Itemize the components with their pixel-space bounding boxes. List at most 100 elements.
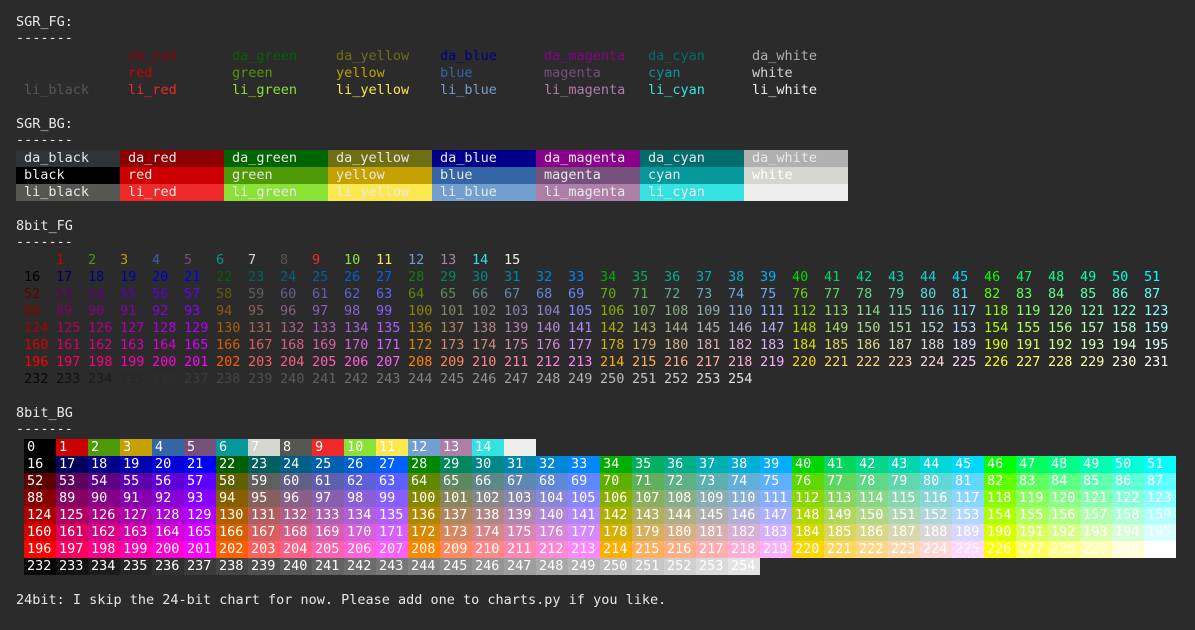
fg8-cell: 69 — [568, 286, 585, 302]
bg8-cell: 165 — [184, 524, 216, 541]
bg8-cell: 20 — [152, 456, 184, 473]
bg8-cell: 35 — [632, 456, 664, 473]
fg8-cell: 60 — [280, 286, 297, 302]
bg8-cell: 169 — [312, 524, 344, 541]
fg8-cell: 157 — [1080, 320, 1105, 336]
bg8-cell: 75 — [760, 473, 792, 490]
bg8-cell: 16 — [24, 456, 56, 473]
bg8-cell: 129 — [184, 507, 216, 524]
bg8-cell: 230 — [1112, 541, 1144, 558]
bg8-cell: 93 — [184, 490, 216, 507]
fg8-cell: 139 — [504, 320, 529, 336]
bg8-cell: 211 — [504, 541, 536, 558]
bg8-cell: 104 — [536, 490, 568, 507]
fg8-cell: 30 — [472, 269, 489, 285]
fg8-cell: 217 — [696, 354, 721, 370]
bg8-cell: 176 — [536, 524, 568, 541]
bg8-cell: 128 — [152, 507, 184, 524]
fg8-cell: 211 — [504, 354, 529, 370]
sgr-bg-swatch: li_blue — [432, 184, 536, 201]
bg8-cell: 195 — [1144, 524, 1176, 541]
bg8-cell: 37 — [696, 456, 728, 473]
bg8-cell: 118 — [984, 490, 1016, 507]
bg8-cell: 147 — [760, 507, 792, 524]
bg8-cell: 54 — [88, 473, 120, 490]
fg8-cell: 73 — [696, 286, 713, 302]
sgr-bg-swatch: da_yellow — [328, 150, 432, 167]
bg8-cell: 111 — [760, 490, 792, 507]
bg8-cell: 96 — [280, 490, 312, 507]
fg8-cell: 173 — [440, 337, 465, 353]
fg8-cell: 33 — [568, 269, 585, 285]
bg8-cell: 141 — [568, 507, 600, 524]
fg8-cell: 1 — [56, 252, 65, 268]
fg8-cell: 80 — [920, 286, 937, 302]
fg8-cell: 192 — [1048, 337, 1073, 353]
bg8-cell: 166 — [216, 524, 248, 541]
fg8-cell: 129 — [184, 320, 209, 336]
fg8-cell: 108 — [664, 303, 689, 319]
bg8-cell: 155 — [1016, 507, 1048, 524]
bg8-cell: 220 — [792, 541, 824, 558]
fg8-cell: 92 — [152, 303, 169, 319]
bg8-cell: 85 — [1080, 473, 1112, 490]
bg8-cell: 71 — [632, 473, 664, 490]
bg8-cell: 127 — [120, 507, 152, 524]
fg8-cell: 207 — [376, 354, 401, 370]
fg8-cell: 223 — [888, 354, 913, 370]
fg8-cell: 95 — [248, 303, 265, 319]
bg8-cell: 9 — [312, 439, 344, 456]
bg8-cell: 124 — [24, 507, 56, 524]
sgr-fg-label: da_magenta — [544, 48, 626, 64]
bg8-cell: 33 — [568, 456, 600, 473]
bg8-cell: 185 — [824, 524, 856, 541]
bg8-cell: 82 — [984, 473, 1016, 490]
bg8-cell: 224 — [920, 541, 952, 558]
fg8-cell: 151 — [888, 320, 913, 336]
fg8-cell: 58 — [216, 286, 233, 302]
bg8-cell: 68 — [536, 473, 568, 490]
fg8-cell: 82 — [984, 286, 1001, 302]
fg8-cell: 172 — [408, 337, 433, 353]
fg8-cell: 111 — [760, 303, 785, 319]
fg8-cell: 233 — [56, 371, 81, 387]
fg8-cell: 195 — [1144, 337, 1169, 353]
fg8-cell: 160 — [24, 337, 49, 353]
bg8-cell: 182 — [728, 524, 760, 541]
fg8-cell: 66 — [472, 286, 489, 302]
fg8-cell: 83 — [1016, 286, 1033, 302]
bg8-cell: 28 — [408, 456, 440, 473]
sgr-fg-label: red — [128, 65, 153, 81]
bg8-cell: 99 — [376, 490, 408, 507]
bg8-cell: 62 — [344, 473, 376, 490]
fg8-cell: 103 — [504, 303, 529, 319]
fg8-cell: 155 — [1016, 320, 1041, 336]
fg8-cell: 126 — [88, 320, 113, 336]
sgr-fg-label: da_red — [128, 48, 177, 64]
fg8-cell: 188 — [920, 337, 945, 353]
bg8-cell: 188 — [920, 524, 952, 541]
sgr-bg-swatch: li_red — [120, 184, 224, 201]
fg8-cell: 54 — [88, 286, 105, 302]
bg8-cell: 235 — [120, 558, 152, 575]
bg8-cell: 228 — [1048, 541, 1080, 558]
bg8-cell: 133 — [312, 507, 344, 524]
bg8-cell: 221 — [824, 541, 856, 558]
fg8-cell: 23 — [248, 269, 265, 285]
bg8-cell: 69 — [568, 473, 600, 490]
fg8-cell: 52 — [24, 286, 41, 302]
fg8-cell: 197 — [56, 354, 81, 370]
fg8-cell: 9 — [312, 252, 321, 268]
bg8-cell: 242 — [344, 558, 376, 575]
sgr-bg-swatch: da_black — [16, 150, 120, 167]
fg8-cell: 121 — [1080, 303, 1105, 319]
bg8-cell: 56 — [152, 473, 184, 490]
bg8-cell: 131 — [248, 507, 280, 524]
fg8-cell: 246 — [472, 371, 497, 387]
bg8-cell: 154 — [984, 507, 1016, 524]
fg8-cell: 248 — [536, 371, 561, 387]
fg8-rule: ------- — [16, 234, 73, 250]
bg8-cell: 213 — [568, 541, 600, 558]
bg8-cell: 249 — [568, 558, 600, 575]
bg8-cell: 190 — [984, 524, 1016, 541]
